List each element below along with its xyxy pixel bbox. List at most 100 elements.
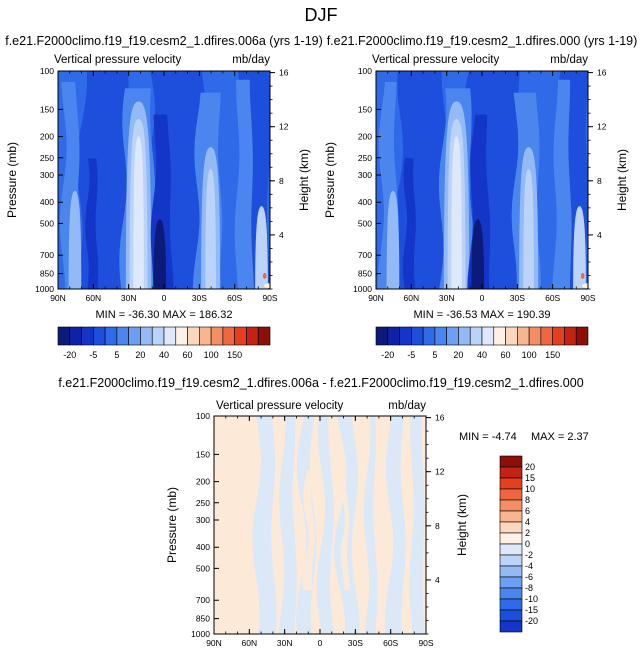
colorbar-swatch — [69, 326, 82, 346]
colorbar-label: 20 — [525, 462, 535, 472]
x-tick-label: 90S — [580, 293, 595, 303]
x-tick-label: 90N — [50, 293, 66, 303]
y2-tick-label: 16 — [435, 413, 445, 423]
colorbar-label: 5 — [114, 350, 119, 360]
colorbar-swatch — [93, 326, 106, 346]
colorbar-label: 8 — [525, 495, 530, 505]
panel-diff-axes: 90N 60N 30N 0 30S 60S 90S 100 150 200 250 300 400 500… — [191, 411, 445, 648]
colorbar-swatch — [387, 326, 400, 346]
contour-ascent-core — [153, 219, 167, 289]
colorbar-swatch — [499, 466, 523, 479]
contour-positive-spot — [580, 272, 585, 279]
colorbar-swatch — [552, 326, 565, 346]
contour-plume-polar-north — [68, 190, 82, 289]
contour-plume-north-core — [133, 136, 144, 289]
colorbar-label: 5 — [432, 350, 437, 360]
colorbar-label: 100 — [204, 350, 219, 360]
colorbar-label: -20 — [63, 350, 76, 360]
x-tick-label: 60S — [383, 638, 398, 648]
colorbar-label: -5 — [89, 350, 97, 360]
colorbar-swatch — [564, 326, 577, 346]
contour-ascent-north — [402, 158, 416, 289]
colorbar-swatch — [469, 326, 483, 346]
panel-left: f.e21.F2000climo.f19_f19.cesm2_1.dfires.… — [5, 34, 323, 321]
colorbar-swatch — [499, 576, 523, 589]
panel-left-stats: MIN = -36.30 MAX = 186.32 — [96, 309, 233, 321]
colorbar-label: 40 — [159, 350, 169, 360]
y-tick-label: 150 — [358, 104, 372, 114]
colorbar-swatch — [499, 587, 523, 600]
colorbar-swatch — [234, 326, 247, 346]
y2-tick-label: 12 — [435, 467, 445, 477]
colorbar-label: -10 — [525, 594, 538, 604]
y-tick-label: 150 — [40, 104, 54, 114]
y2-tick-label: 16 — [597, 68, 607, 78]
colorbar-label: -2 — [525, 550, 533, 560]
colorbar-right: -20 -5 5 20 40 60 100 150 — [375, 326, 589, 360]
y2-tick-label: 4 — [279, 230, 284, 240]
colorbar-swatch — [493, 326, 506, 346]
colorbar-label: -4 — [525, 561, 533, 571]
colorbar-label: -5 — [407, 350, 415, 360]
colorbar-swatch — [481, 326, 495, 346]
panel-diff-stats-max: MAX = 2.37 — [531, 431, 589, 443]
colorbar-label: -20 — [381, 350, 394, 360]
colorbar-label: 4 — [525, 517, 530, 527]
colorbar-swatch — [411, 326, 424, 346]
colorbar-label: 2 — [525, 528, 530, 538]
y-tick-label: 300 — [358, 170, 372, 180]
colorbar-swatch — [499, 620, 523, 633]
colorbar-label: 100 — [522, 350, 537, 360]
diff-negative-column — [363, 416, 378, 634]
colorbar-swatch — [187, 326, 200, 346]
y2-tick-label: 12 — [597, 122, 607, 132]
colorbar-swatch — [116, 326, 129, 346]
panel-right: f.e21.F2000climo.f19_f19.cesm2_1.dfires.… — [323, 34, 637, 321]
panel-left-units-label: mb/day — [232, 54, 270, 66]
colorbar-swatch — [499, 455, 523, 468]
panel-diff: f.e21.F2000climo.f19_f19.cesm2_1.dfires.… — [58, 376, 588, 648]
page-title: DJF — [305, 5, 338, 25]
y-tick-label: 200 — [196, 477, 210, 487]
y2-tick-label: 4 — [435, 575, 440, 585]
x-tick-label: 0 — [162, 293, 167, 303]
colorbar-label: -8 — [525, 583, 533, 593]
panel-left-contour-field — [58, 71, 270, 289]
colorbar-swatch — [499, 477, 523, 490]
diff-negative-column — [278, 416, 297, 634]
diff-positive-patch — [302, 470, 315, 591]
y2-tick-label: 4 — [597, 230, 602, 240]
y-tick-label: 400 — [358, 197, 372, 207]
panel-diff-title: f.e21.F2000climo.f19_f19.cesm2_1.dfires.… — [58, 376, 583, 390]
colorbar-swatch — [505, 326, 518, 346]
colorbar-swatch — [499, 565, 523, 578]
contour-near-zero-spot — [263, 283, 270, 289]
y-tick-label: 100 — [196, 411, 210, 421]
contour-ascent-north — [85, 158, 99, 289]
colorbar-swatch — [499, 554, 523, 567]
y2-tick-label: 8 — [279, 176, 284, 186]
contour-band-descent-polar — [234, 79, 254, 289]
y-tick-label: 100 — [358, 66, 372, 76]
x-tick-label: 30S — [192, 293, 207, 303]
colorbar-swatch — [151, 326, 165, 346]
colorbar-swatch — [163, 326, 177, 346]
contour-plume-polar-south — [573, 206, 586, 289]
y2-tick-label: 8 — [597, 176, 602, 186]
y-tick-label: 1000 — [191, 629, 210, 639]
colorbar-swatch — [57, 326, 71, 346]
x-tick-label: 30N — [439, 293, 455, 303]
y-tick-label: 500 — [40, 218, 54, 228]
colorbar-label: 15 — [525, 473, 535, 483]
y-tick-label: 700 — [358, 250, 372, 260]
y-tick-label: 300 — [196, 515, 210, 525]
y-tick-label: 200 — [40, 132, 54, 142]
panel-right-contour-field — [376, 71, 588, 289]
colorbar-swatch — [499, 521, 523, 534]
colorbar-label: -6 — [525, 572, 533, 582]
y-tick-label: 850 — [40, 269, 54, 279]
colorbar-swatch — [446, 326, 459, 346]
contour-plume-south-core — [523, 169, 534, 289]
